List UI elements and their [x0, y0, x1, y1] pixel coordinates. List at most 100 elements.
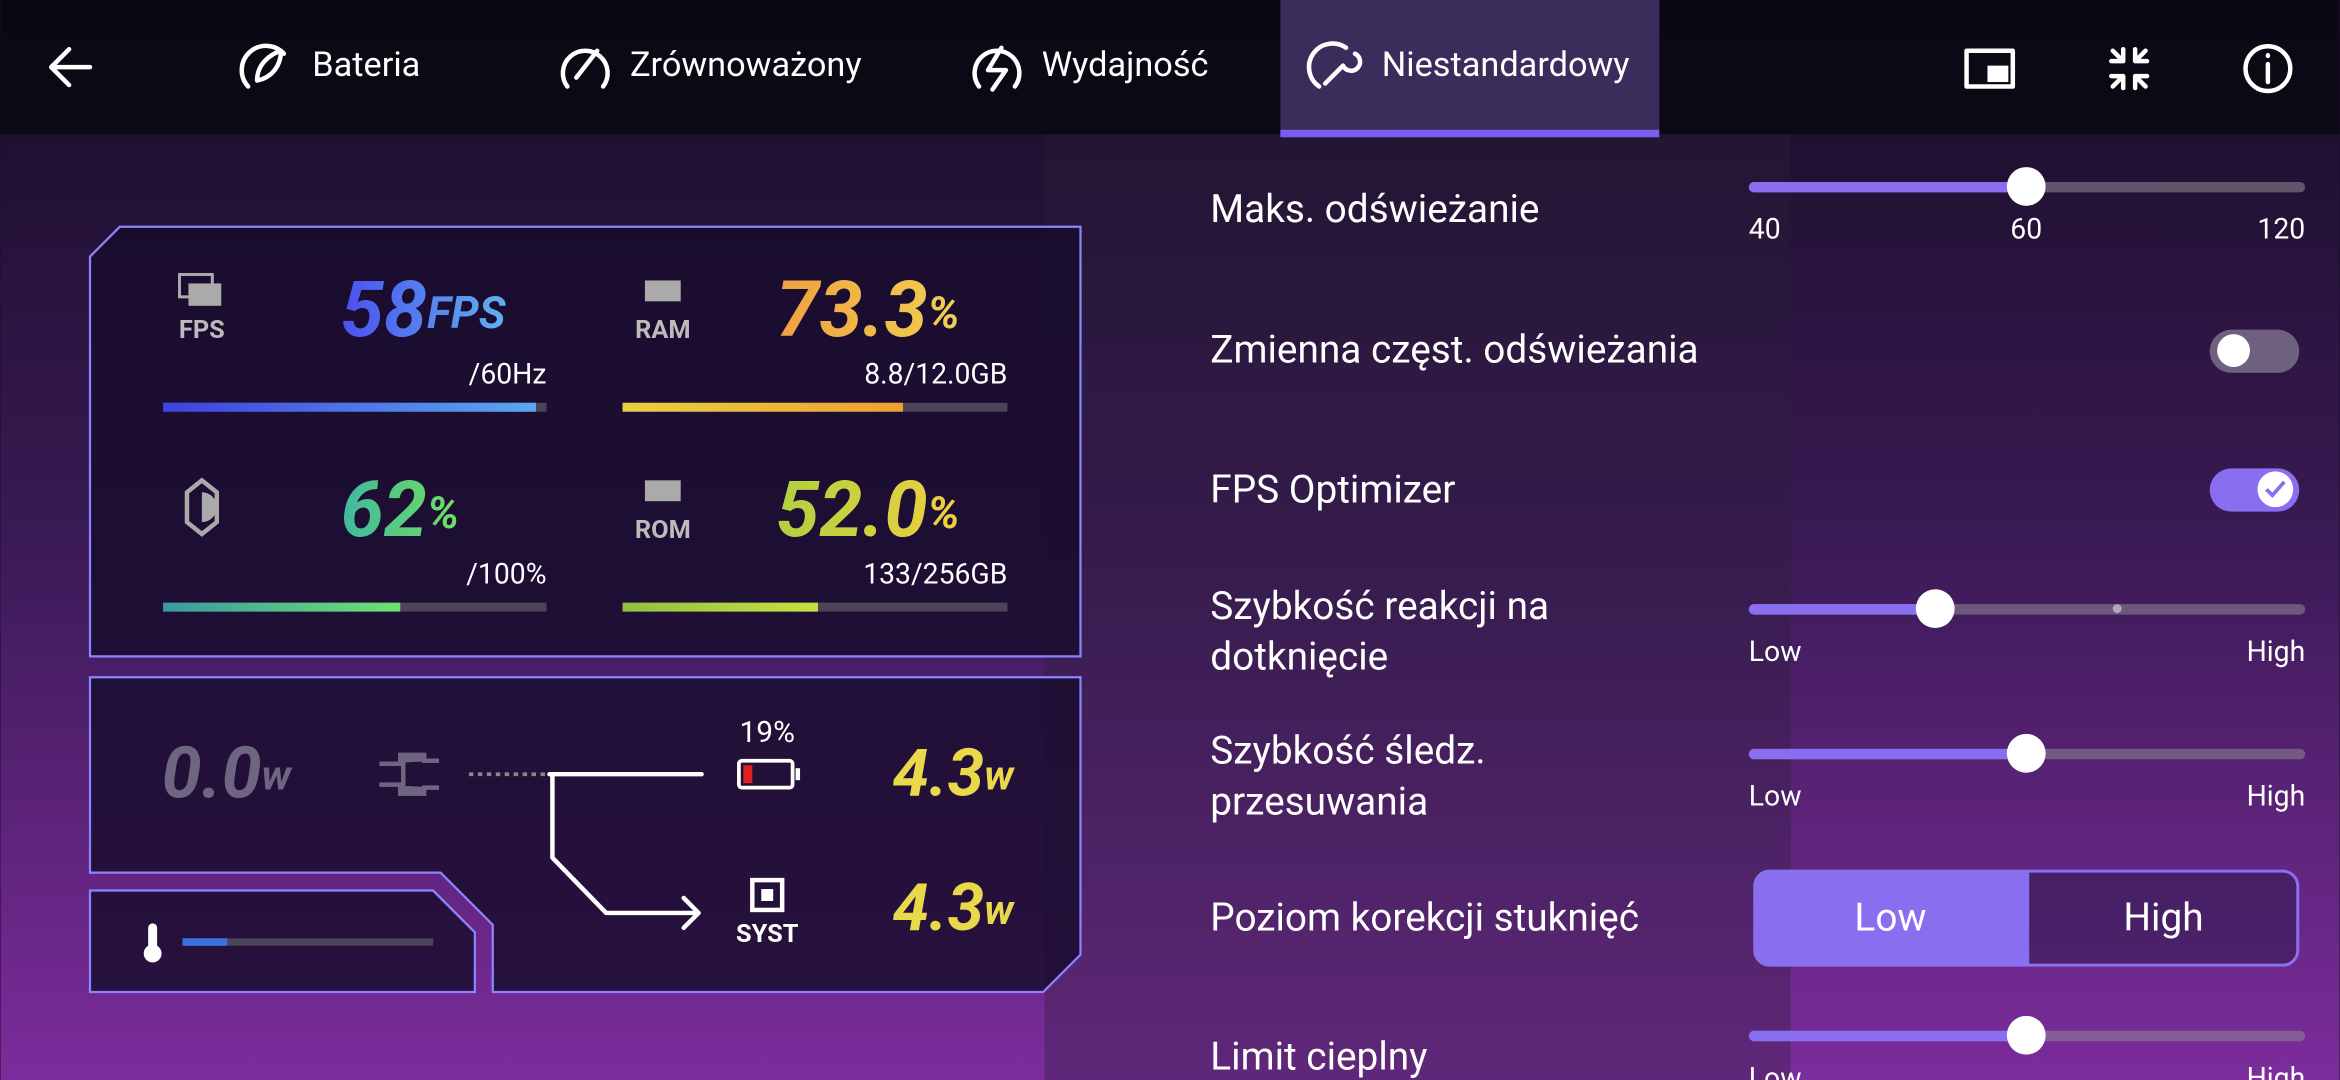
battery-fill	[743, 765, 753, 784]
setting-label: przesuwania	[1210, 779, 1428, 824]
tab-niestandardowy[interactable]: Niestandardowy	[1306, 41, 1630, 89]
slider-handle	[2006, 1015, 2046, 1055]
brightness-icon	[184, 477, 220, 537]
slider-low: Low	[1749, 780, 1802, 813]
fps-optimizer-toggle[interactable]	[2209, 468, 2300, 512]
battery-power: 4.3w	[893, 736, 1016, 813]
setting-label: Zmienna częst. odświeżania	[1210, 327, 1698, 372]
progress-fill	[622, 602, 818, 612]
refresh-slider[interactable]	[1748, 167, 2306, 206]
slider-tick: 60	[2010, 213, 2042, 246]
slider-handle	[1915, 589, 1955, 629]
slider-dot	[2112, 604, 2122, 614]
tab-icon	[1306, 41, 1363, 89]
back-icon[interactable]	[48, 46, 93, 88]
power-panel	[88, 676, 1082, 994]
input-power: 0.0w	[162, 733, 293, 816]
ram-icon	[644, 280, 681, 302]
setting-label: Poziom korekcji stuknięć	[1210, 896, 1639, 941]
pip-icon-inner	[1987, 65, 2009, 83]
metric-label: ROM	[635, 515, 691, 545]
slider-tick: 120	[2257, 213, 2305, 246]
metrics-panel	[88, 225, 1082, 658]
slider-high: High	[2247, 780, 2306, 813]
battery-tip	[795, 768, 801, 781]
thermometer-icon	[143, 923, 162, 963]
setting-label: dotknięcie	[1210, 635, 1388, 680]
game-backdrop	[1044, 134, 1791, 1080]
battery-level: 19%	[740, 715, 795, 750]
tab-bateria[interactable]: Bateria	[239, 43, 421, 89]
toggle-check	[2265, 480, 2286, 498]
tab-icon	[239, 43, 287, 89]
flow-lines	[547, 771, 704, 931]
tab-icon	[972, 45, 1022, 92]
slider-low: Low	[1749, 635, 1802, 668]
tab-zrownowazony[interactable]: Zrównoważony	[560, 45, 862, 89]
metric-value: 52.0%	[776, 465, 959, 556]
slider-handle	[2006, 167, 2046, 206]
metric-value: 73.3%	[776, 265, 959, 356]
fps-metric: FPS 58FPS /60Hz	[163, 265, 546, 412]
thermal-slider[interactable]	[1748, 1015, 2306, 1055]
progress-fill	[163, 602, 401, 612]
setting-label: Maks. odświeżanie	[1210, 187, 1539, 232]
pip-icon	[1964, 48, 2016, 89]
progress-fill	[622, 402, 903, 412]
setting-label: Limit cieplny	[1210, 1034, 1427, 1079]
ram-metric: RAM 73.3% 8.8/12.0GB	[622, 265, 1007, 412]
toggle-knob	[2217, 334, 2250, 367]
temperature-track	[182, 938, 434, 946]
chip-icon	[750, 877, 785, 913]
tap-correction-segmented: Low High	[1753, 869, 2300, 967]
brightness-metric: 62% /100%	[163, 465, 546, 612]
segment-option[interactable]: Low	[1854, 896, 1926, 941]
temperature-fill	[182, 938, 228, 946]
slider-fill	[1748, 1030, 2027, 1042]
metric-detail: 8.8/12.0GB	[864, 357, 1007, 390]
tab-label: Bateria	[312, 45, 420, 85]
chip-core	[761, 889, 774, 901]
fps-icon	[188, 283, 222, 306]
metric-detail: /100%	[466, 557, 546, 590]
setting-label: Szybkość śledz.	[1210, 729, 1485, 774]
tab-icon	[560, 48, 610, 89]
rom-icon	[644, 480, 681, 502]
info-icon	[2243, 44, 2293, 94]
brightness-icon	[201, 492, 217, 523]
info-button[interactable]	[2243, 44, 2293, 94]
segment-selected[interactable]	[1754, 871, 2030, 966]
variable-refresh-toggle[interactable]	[2209, 329, 2300, 373]
slider-handle	[2006, 733, 2046, 773]
battery-icon	[737, 758, 795, 790]
metric-label: RAM	[635, 315, 690, 345]
pip-button[interactable]	[1964, 48, 2016, 89]
swipe-slider[interactable]	[1748, 733, 2306, 773]
setting-label: Szybkość reakcji na	[1210, 584, 1549, 629]
metric-detail: /60Hz	[469, 357, 547, 390]
metric-value: 62%	[341, 465, 459, 556]
plug-icon	[379, 752, 440, 796]
metric-value: 58FPS	[341, 265, 506, 356]
metric-detail: 133/256GB	[863, 557, 1007, 590]
system-label: SYST	[736, 919, 799, 949]
slider-fill	[1748, 604, 1936, 615]
top-bar	[0, 0, 2340, 135]
system-power: 4.3w	[893, 870, 1016, 947]
active-tab-indicator	[1280, 129, 1660, 138]
tab-label: Zrównoważony	[630, 45, 862, 85]
progress-fill	[163, 402, 537, 412]
tab-wydajnosc[interactable]: Wydajność	[972, 45, 1209, 92]
touch-slider[interactable]	[1748, 589, 2306, 629]
setting-label: FPS Optimizer	[1210, 468, 1455, 513]
slider-fill	[1748, 181, 2027, 193]
segment-option[interactable]: High	[2123, 896, 2203, 941]
rom-metric: ROM 52.0% 133/256GB	[622, 465, 1007, 612]
slider-fill	[1748, 748, 2027, 760]
slider-tick: 40	[1749, 213, 1781, 246]
tab-label: Wydajność	[1042, 45, 1209, 85]
metric-label: FPS	[179, 315, 225, 345]
slider-high: High	[2247, 635, 2306, 668]
compress-button[interactable]	[2109, 46, 2150, 91]
